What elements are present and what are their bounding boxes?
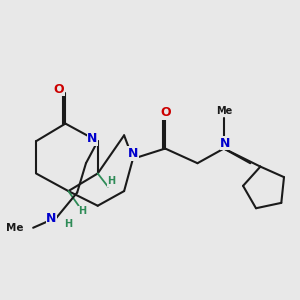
Text: N: N xyxy=(46,212,56,225)
Text: H: H xyxy=(64,219,72,229)
Text: O: O xyxy=(160,106,170,119)
Text: H: H xyxy=(78,206,86,216)
Text: N: N xyxy=(128,147,138,160)
Text: H: H xyxy=(107,176,116,186)
Text: N: N xyxy=(220,137,230,150)
Text: Me: Me xyxy=(6,223,24,233)
Text: Me: Me xyxy=(216,106,232,116)
Text: N: N xyxy=(87,132,98,146)
Text: O: O xyxy=(54,83,64,96)
